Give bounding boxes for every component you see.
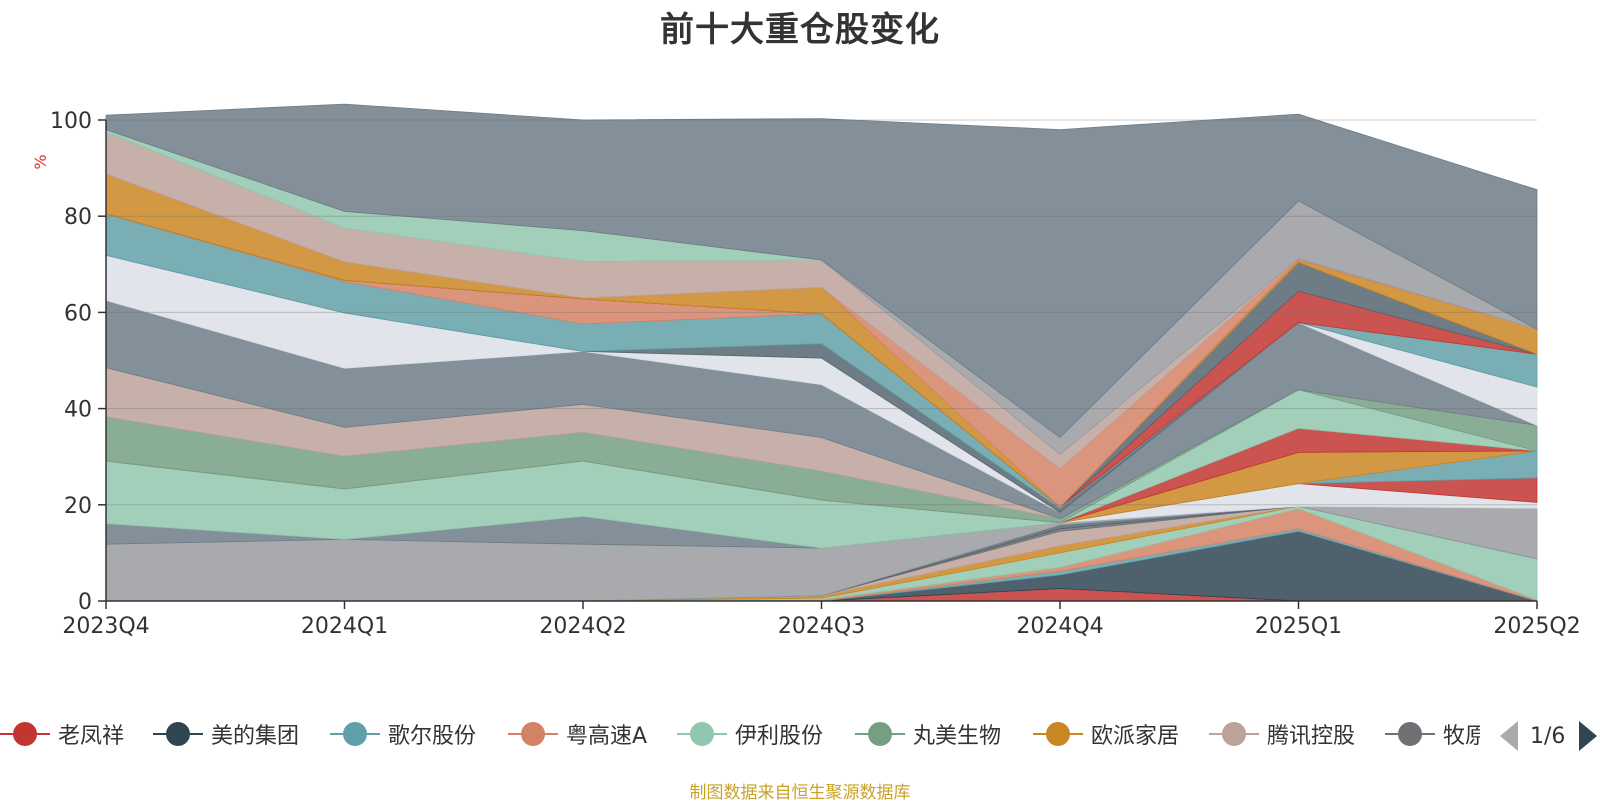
legend-marker-icon bbox=[1033, 716, 1083, 752]
legend-marker-icon bbox=[330, 716, 380, 752]
legend-label: 欧派家居 bbox=[1091, 724, 1180, 749]
legend-item[interactable]: 丸美生物 bbox=[855, 716, 1001, 752]
y-tick-label: 20 bbox=[64, 494, 92, 519]
legend-item[interactable]: 腾讯控股 bbox=[1209, 716, 1355, 752]
legend-label: 腾讯控股 bbox=[1267, 724, 1356, 749]
x-tick-label: 2024Q3 bbox=[778, 614, 865, 639]
axes: 0 20 40 60 80 100 2023Q4 2024Q1 2024Q2 2024Q3 2024… bbox=[31, 109, 1581, 639]
y-tick-label: 80 bbox=[64, 205, 92, 230]
legend-label: 牧原 bbox=[1443, 724, 1480, 749]
legend-item[interactable]: 牧原 bbox=[1385, 716, 1480, 752]
y-tick-label: 100 bbox=[50, 109, 92, 134]
y-tick-label: 40 bbox=[64, 398, 92, 423]
legend: 老凤祥 美的集团 歌尔股份 粤高速A 伊利股份 丸美生物 欧派家居 腾讯控股 牧原 bbox=[0, 716, 1480, 756]
area-series bbox=[105, 103, 1538, 602]
y-tick-label: 0 bbox=[78, 590, 92, 615]
legend-label: 美的集团 bbox=[211, 724, 300, 749]
legend-marker-icon bbox=[508, 716, 558, 752]
legend-item[interactable]: 伊利股份 bbox=[677, 716, 823, 752]
x-tick-label: 2023Q4 bbox=[62, 614, 149, 639]
x-tick-label: 2024Q1 bbox=[301, 614, 388, 639]
legend-marker-icon bbox=[1209, 716, 1259, 752]
area-series-33 bbox=[105, 103, 1538, 439]
legend-next-arrow-icon[interactable] bbox=[1579, 721, 1598, 751]
stacked-area-chart: 0 20 40 60 80 100 2023Q4 2024Q1 2024Q2 2024Q3 2024… bbox=[31, 103, 1581, 639]
legend-item[interactable]: 歌尔股份 bbox=[330, 716, 476, 752]
legend-item[interactable]: 粤高速A bbox=[508, 716, 647, 752]
x-tick-label: 2025Q2 bbox=[1493, 614, 1580, 639]
legend-label: 丸美生物 bbox=[913, 724, 1002, 749]
legend-item[interactable]: 欧派家居 bbox=[1033, 716, 1179, 752]
y-axis-unit-label: % bbox=[31, 154, 50, 169]
legend-item[interactable]: 老凤祥 bbox=[0, 716, 124, 752]
legend-marker-icon bbox=[153, 716, 203, 752]
x-tick-label: 2025Q1 bbox=[1255, 614, 1342, 639]
legend-pager: 1/6 bbox=[1500, 718, 1598, 754]
chart-title: 前十大重仓股变化 bbox=[660, 10, 940, 50]
x-tick-label: 2024Q2 bbox=[539, 614, 626, 639]
legend-page-indicator: 1/6 bbox=[1530, 723, 1566, 749]
legend-label: 粤高速A bbox=[566, 724, 648, 749]
legend-marker-icon bbox=[677, 716, 727, 752]
x-tick-label: 2024Q4 bbox=[1016, 614, 1103, 639]
legend-label: 歌尔股份 bbox=[388, 724, 477, 749]
y-tick-label: 60 bbox=[64, 301, 92, 326]
legend-marker-icon bbox=[0, 716, 50, 752]
source-note: 制图数据来自恒生聚源数据库 bbox=[689, 783, 911, 803]
legend-label: 伊利股份 bbox=[735, 724, 824, 749]
legend-marker-icon bbox=[1385, 716, 1435, 752]
legend-item[interactable]: 美的集团 bbox=[153, 716, 299, 752]
legend-prev-arrow-icon[interactable] bbox=[1500, 721, 1518, 751]
legend-label: 老凤祥 bbox=[58, 724, 125, 749]
legend-marker-icon bbox=[855, 716, 905, 752]
